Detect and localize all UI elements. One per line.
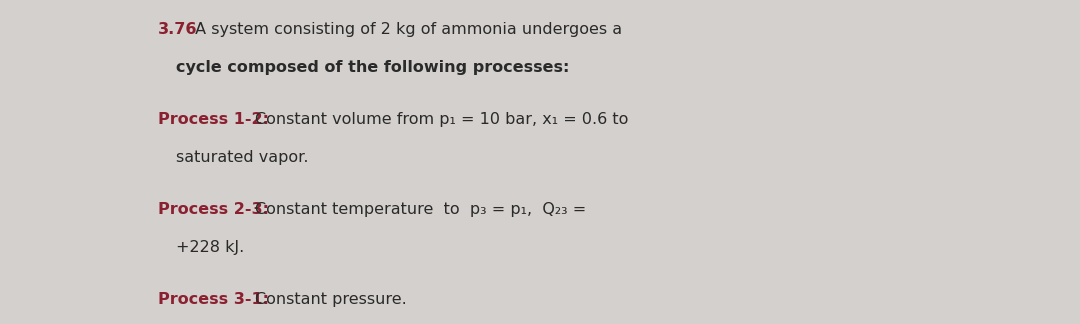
Text: Process 1-2:: Process 1-2:: [158, 112, 269, 127]
Text: Process 2-3:: Process 2-3:: [158, 202, 269, 217]
Text: Constant temperature  to  p₃ = p₁,  Q₂₃ =: Constant temperature to p₃ = p₁, Q₂₃ =: [255, 202, 586, 217]
Text: +228 kJ.: +228 kJ.: [176, 240, 244, 255]
Text: saturated vapor.: saturated vapor.: [176, 150, 309, 165]
Text: 3.76: 3.76: [158, 22, 198, 37]
Text: Constant pressure.: Constant pressure.: [255, 292, 407, 307]
Text: Process 3-1:: Process 3-1:: [158, 292, 269, 307]
Text: cycle composed of the following processes:: cycle composed of the following processe…: [176, 60, 569, 75]
Text: A system consisting of 2 kg of ammonia undergoes a: A system consisting of 2 kg of ammonia u…: [190, 22, 622, 37]
Text: Constant volume from p₁ = 10 bar, x₁ = 0.6 to: Constant volume from p₁ = 10 bar, x₁ = 0…: [255, 112, 629, 127]
